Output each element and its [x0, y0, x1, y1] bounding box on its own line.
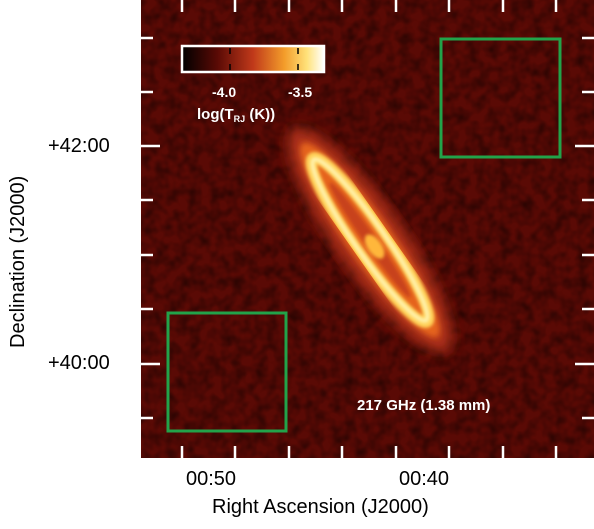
region-box-upper-right [439, 37, 562, 159]
colorbar [180, 44, 326, 74]
y-axis-title: Declination (J2000) [7, 175, 29, 348]
y-tick-label: +42:00 [48, 135, 110, 157]
tick-marks [141, 0, 594, 458]
galaxy-emission [287, 127, 453, 353]
x-tick-label: 00:50 [186, 468, 237, 490]
x-axis-title: Right Ascension (J2000) [212, 496, 429, 518]
colorbar-unit-label: log(TRJ (K)) [197, 106, 276, 124]
region-box-lower-left [166, 311, 288, 433]
y-tick-label: +40:00 [48, 352, 110, 374]
frequency-annotation: 217 GHz (1.38 mm) [357, 397, 491, 414]
x-tick-label: 00:40 [399, 468, 450, 490]
colorbar-tick-label-high: -3.5 [288, 84, 313, 100]
colorbar-tick-label-low: -4.0 [212, 84, 237, 100]
